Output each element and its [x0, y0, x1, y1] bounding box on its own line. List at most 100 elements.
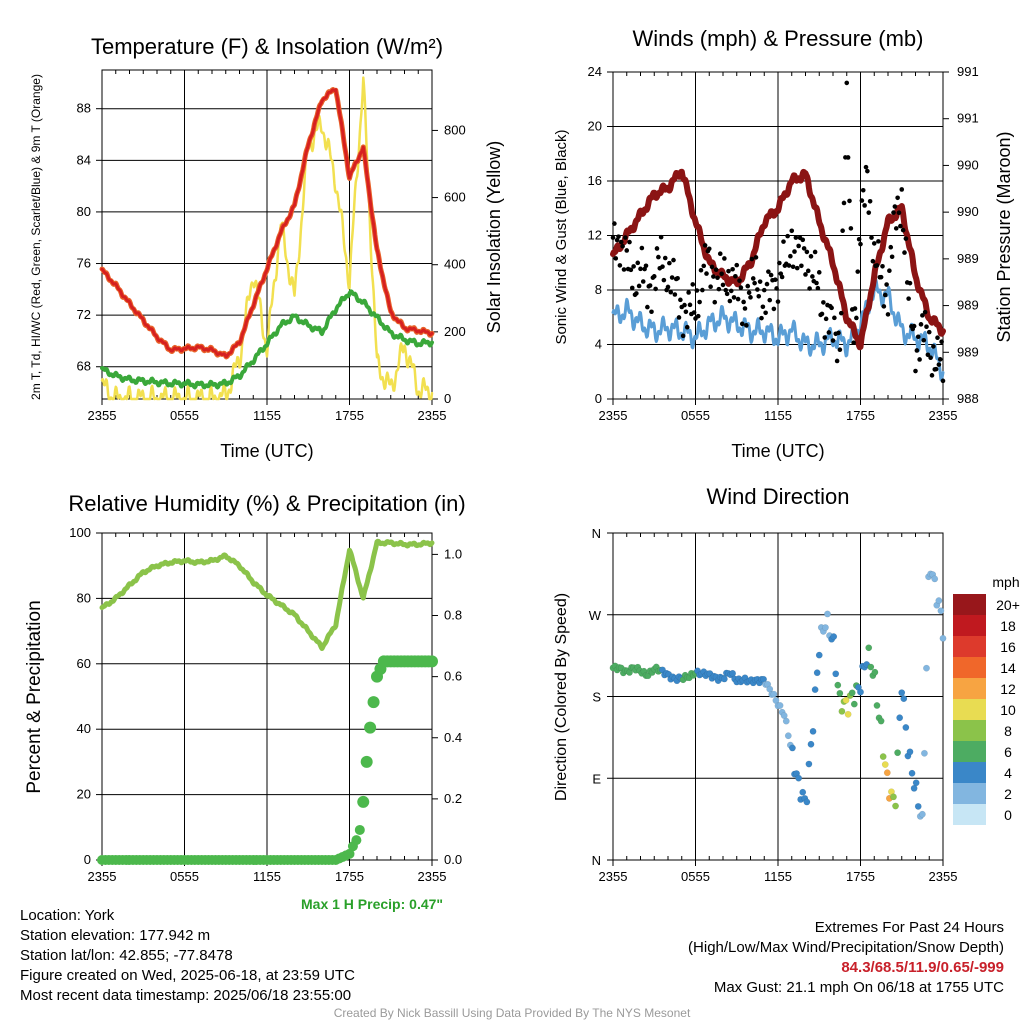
- extremes-subtitle: (High/Low/Max Wind/Precipitation/Snow De…: [688, 939, 1004, 956]
- gust-point: [731, 295, 737, 300]
- precip-point: [360, 755, 373, 768]
- gust-point: [880, 263, 885, 269]
- x-tick-label: 2355: [929, 869, 958, 884]
- gust-point: [793, 235, 799, 240]
- gust-point: [756, 293, 762, 299]
- gust-point: [716, 286, 722, 292]
- gust-point: [667, 260, 672, 266]
- credit-line: Created By Nick Bassill Using Data Provi…: [333, 1006, 691, 1020]
- gust-point: [744, 323, 749, 328]
- gust-point: [781, 239, 786, 244]
- direction-point: [883, 769, 891, 777]
- gust-point: [800, 237, 806, 243]
- direction-point: [865, 644, 873, 652]
- gust-point: [847, 198, 852, 204]
- direction-point: [867, 663, 875, 671]
- gust-point: [845, 155, 851, 160]
- y2-tick-label: 400: [444, 257, 466, 272]
- gust-point: [684, 324, 690, 330]
- gust-point: [895, 195, 900, 201]
- gust-point: [907, 280, 913, 286]
- legend-title: mph: [992, 574, 1019, 590]
- y2-tick-label: 989: [957, 344, 979, 359]
- y2-tick-label: 200: [444, 324, 466, 339]
- gust-point: [669, 275, 675, 280]
- x-tick-label: 1155: [764, 408, 792, 423]
- gust-point: [687, 302, 693, 308]
- pressure-line: [610, 168, 946, 351]
- legend-label: 20+: [996, 597, 1020, 613]
- gust-point: [929, 373, 935, 378]
- gust-point: [618, 239, 624, 245]
- precip-point: [357, 795, 370, 808]
- direction-point: [824, 610, 831, 618]
- direction-point: [920, 749, 928, 757]
- gust-point: [822, 335, 828, 340]
- direction-point: [830, 633, 838, 641]
- direction-point: [832, 670, 840, 678]
- gust-point: [638, 266, 643, 272]
- gust-point: [900, 227, 906, 233]
- gust-point: [786, 263, 792, 268]
- y-tick-label: W: [589, 608, 602, 623]
- gust-point: [903, 236, 909, 241]
- gust-point: [722, 256, 727, 261]
- direction-point: [906, 748, 914, 756]
- gust-point: [759, 315, 764, 321]
- panel-1: 2355 0555 1155 1755 2355 68 72 76 80 84 88 0 200 400 6…: [29, 34, 504, 461]
- max-precip-label: Max 1 H Precip: 0.47": [301, 896, 444, 912]
- gust-point: [836, 330, 841, 336]
- gust-point: [771, 306, 777, 312]
- gust-point: [683, 309, 689, 315]
- gust-point: [881, 304, 887, 309]
- gust-point: [662, 255, 668, 261]
- y2-tick-label: 989: [957, 298, 979, 313]
- direction-point: [848, 689, 856, 697]
- gust-point: [702, 243, 708, 248]
- gust-point: [899, 187, 905, 192]
- gust-point: [701, 263, 707, 269]
- gust-point: [888, 244, 894, 250]
- gust-point: [896, 210, 902, 216]
- gust-point: [913, 368, 918, 374]
- gust-point: [737, 278, 742, 283]
- gust-point: [834, 358, 840, 364]
- precip-point: [364, 721, 377, 734]
- direction-point: [782, 717, 790, 725]
- y2-tick-label: 0.4: [444, 730, 462, 745]
- y-tick-label: 20: [77, 787, 91, 802]
- gust-point: [753, 255, 759, 260]
- gust-point: [779, 274, 785, 280]
- precip-point: [367, 696, 380, 709]
- gust-point: [671, 257, 676, 263]
- panel-3-ylabel: Percent & Precipitation: [24, 600, 45, 793]
- gust-point: [862, 203, 867, 208]
- gust-point: [678, 297, 683, 303]
- gust-point: [709, 264, 715, 270]
- gust-point: [767, 297, 773, 303]
- direction-point: [912, 779, 920, 787]
- gust-point: [697, 299, 702, 305]
- gust-point: [726, 268, 731, 274]
- gust-point: [790, 264, 796, 270]
- gust-point: [823, 316, 829, 322]
- direction-point: [881, 761, 889, 768]
- gust-point: [925, 352, 931, 358]
- legend-label: 18: [1000, 618, 1016, 634]
- gust-point: [686, 290, 691, 295]
- panel-2-ylabel: Sonic Wind & Gust (Blue, Black): [553, 129, 570, 344]
- gust-point: [914, 348, 920, 353]
- gust-point: [635, 260, 641, 266]
- gust-point: [935, 335, 940, 341]
- gust-point: [660, 264, 665, 269]
- legend-swatch: [953, 636, 986, 657]
- gust-point: [884, 282, 889, 287]
- legend-swatch: [953, 699, 986, 720]
- gust-point: [761, 287, 767, 293]
- y-tick-label: 12: [588, 228, 602, 243]
- gust-point: [838, 310, 844, 316]
- y2-tick-label: 800: [444, 122, 466, 137]
- x-tick-label: 1755: [846, 869, 875, 884]
- gust-point: [867, 198, 873, 204]
